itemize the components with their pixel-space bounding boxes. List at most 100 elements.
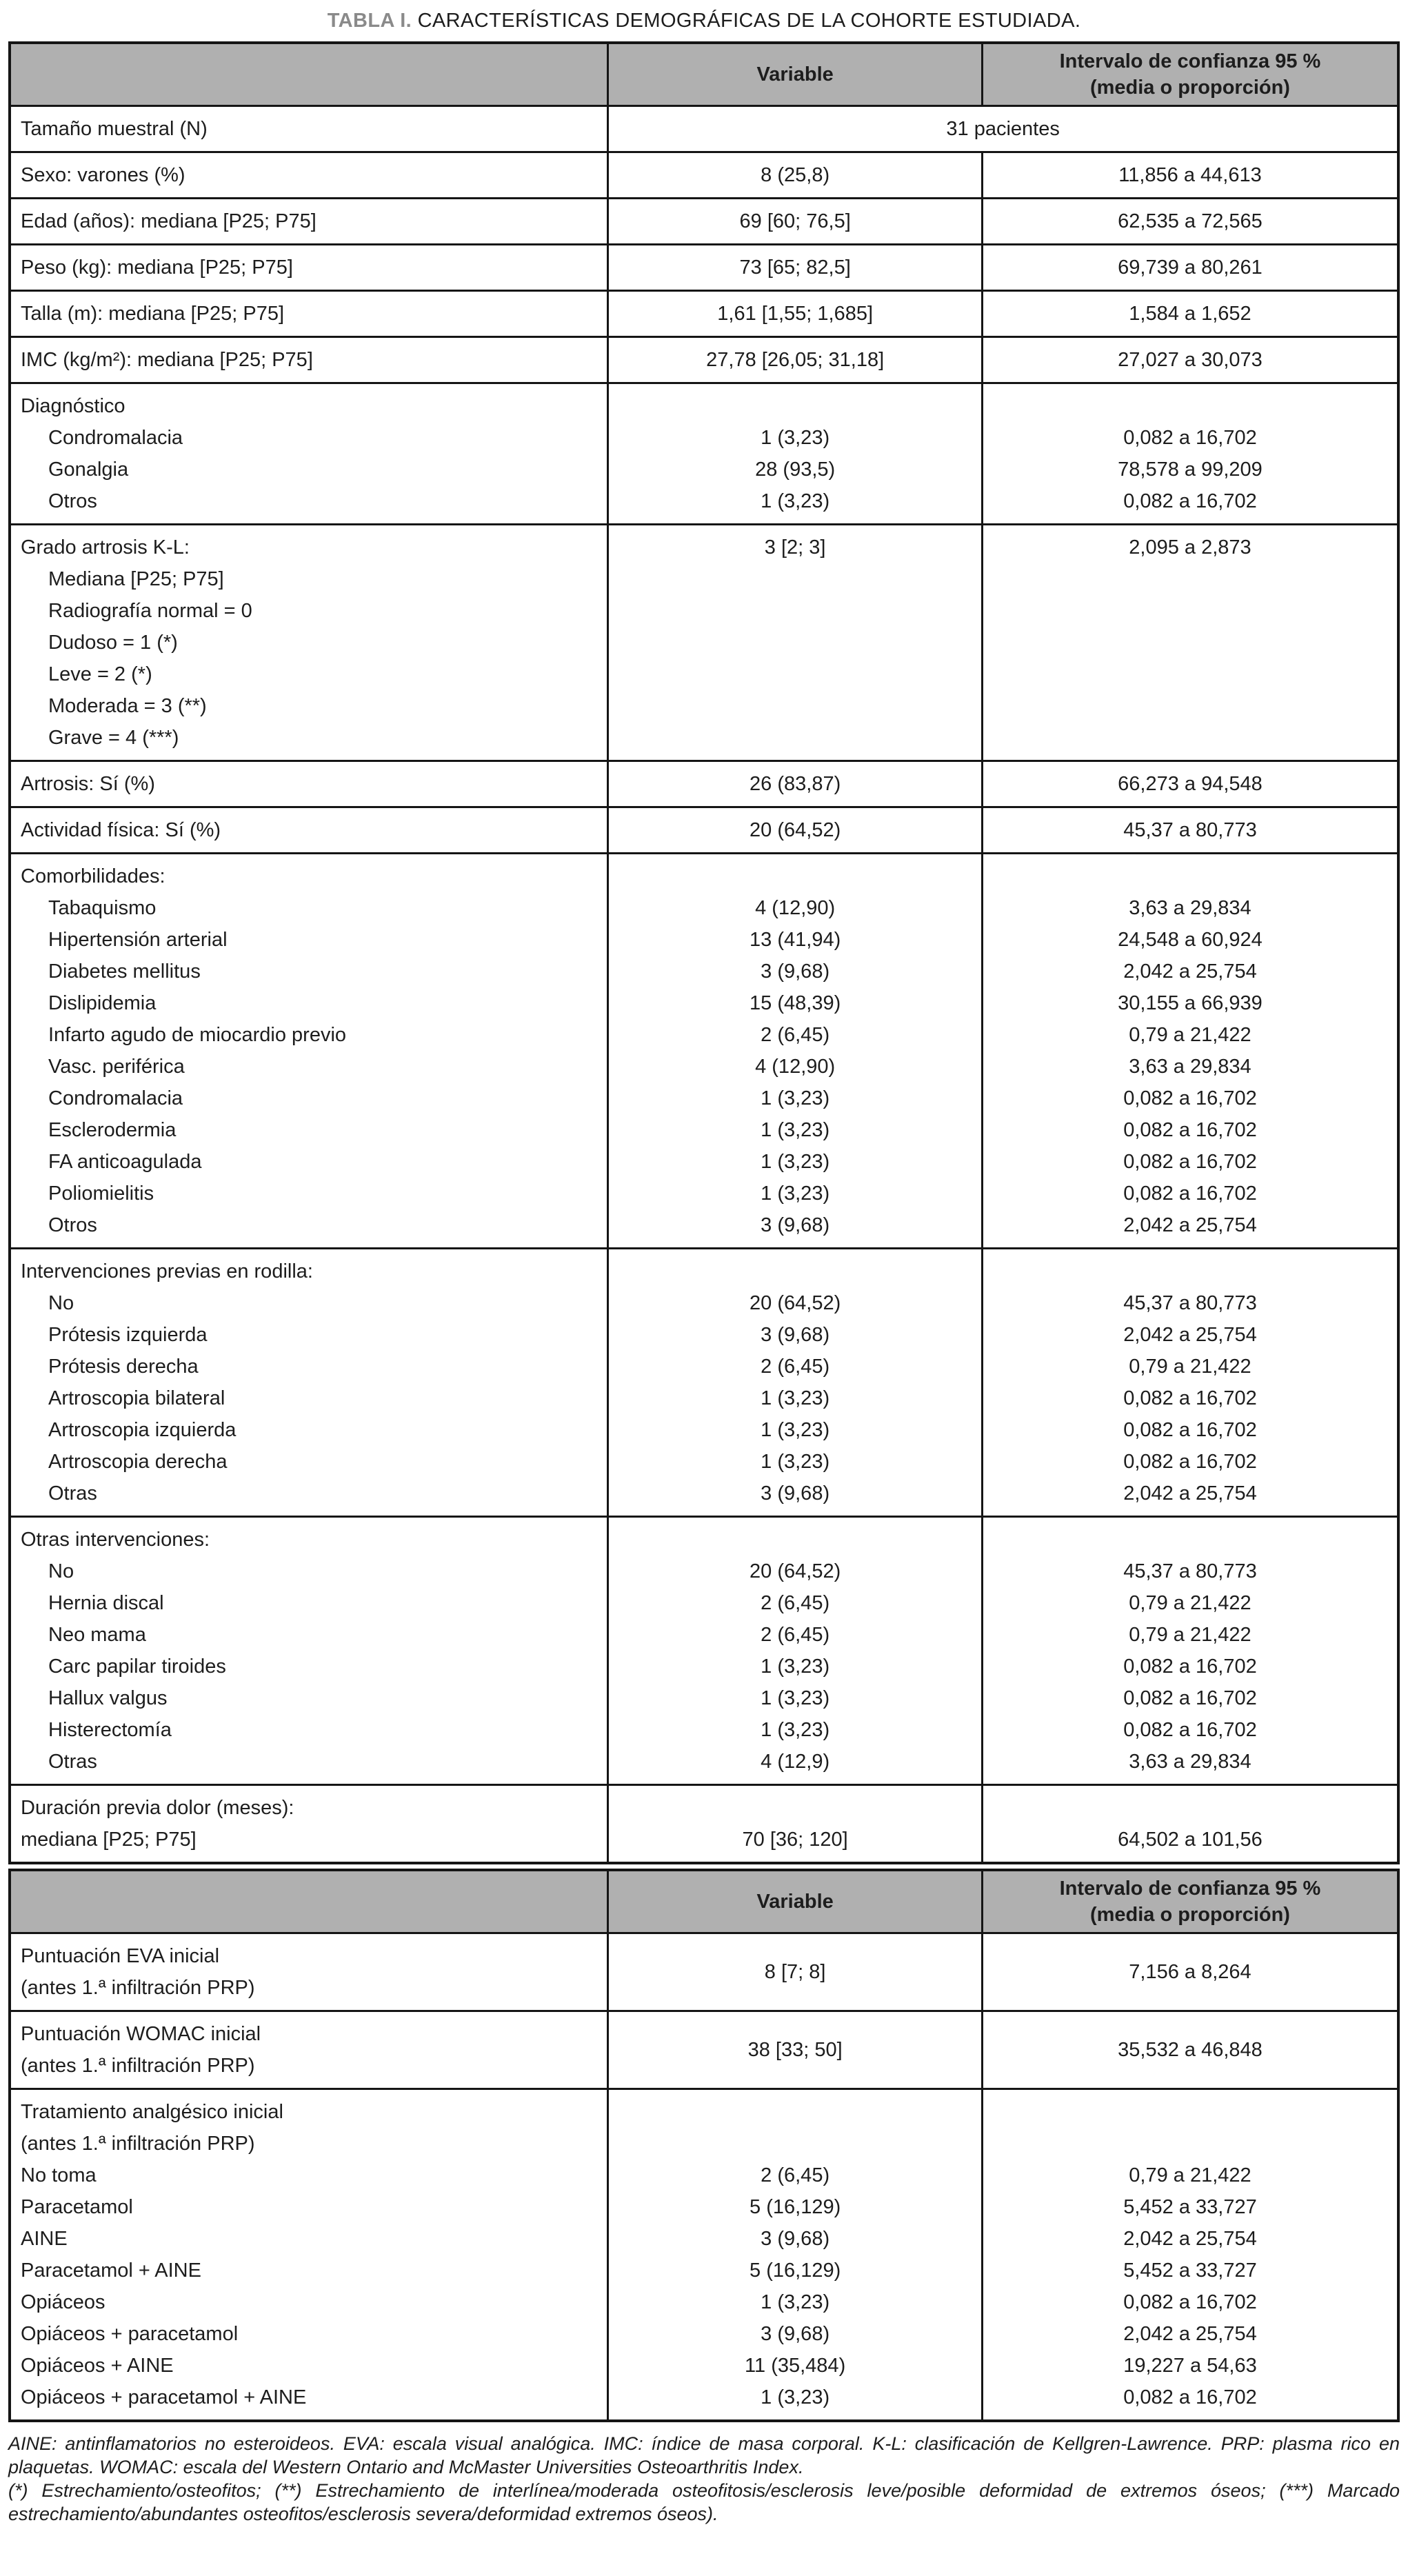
ci-cell: 66,273 a 94,548	[980, 762, 1397, 806]
span-value-cell: 31 pacientes	[607, 107, 1397, 151]
ci-cell: 7,156 a 8,264	[980, 1934, 1397, 2010]
cell-ci: 0,082 a 16,702	[1123, 1687, 1257, 1709]
ci-cell: 27,027 a 30,073	[980, 338, 1397, 382]
cell-ci: 0,082 a 16,702	[1123, 1419, 1257, 1441]
row-label: Paracetamol + AINE	[21, 2260, 201, 2282]
row-label: Radiografía normal = 0	[48, 600, 252, 622]
cell-ci: 2,042 a 25,754	[1123, 1214, 1257, 1236]
value-cell: 8 (25,8)	[607, 153, 981, 197]
label-cell: Intervenciones previas en rodilla: No Prót…	[11, 1249, 607, 1516]
row-label: No	[48, 1292, 74, 1314]
header-variable: Variable	[607, 44, 981, 105]
cell-value: 13 (41,94)	[750, 929, 841, 951]
label-cell: Sexo: varones (%)	[11, 153, 607, 197]
table-block: Artrosis: Sí (%) 26 (83,87) 66,273 a 94,54…	[11, 760, 1397, 806]
cell-value: 1 (3,23)	[761, 2291, 830, 2313]
cell-ci	[983, 563, 1397, 595]
table-block: Talla (m): mediana [P25; P75] 1,61 [1,55;…	[11, 290, 1397, 336]
cell-value: 1 (3,23)	[761, 1183, 830, 1205]
cell-value: 2 (6,45)	[761, 2164, 830, 2186]
cell-value: 1 (3,23)	[761, 2386, 830, 2408]
row-label: Hernia discal	[48, 1592, 164, 1614]
ci-cell: 62,535 a 72,565	[980, 199, 1397, 243]
cell-value: 1 (3,23)	[761, 1387, 830, 1409]
cell-ci: 0,082 a 16,702	[1123, 1087, 1257, 1109]
row-label: Artrosis: Sí (%)	[21, 773, 155, 795]
cell-ci: 0,082 a 16,702	[1123, 2291, 1257, 2313]
row-label: Otras	[48, 1751, 97, 1773]
table-block: Actividad física: Sí (%) 20 (64,52) 45,37 …	[11, 806, 1397, 852]
cell-ci: 3,63 a 29,834	[1129, 1751, 1251, 1773]
cell-ci	[983, 690, 1397, 722]
row-label: Opiáceos + AINE	[21, 2355, 174, 2377]
row-label: Esclerodermia	[48, 1119, 177, 1141]
ci-cell: 0,082 a 16,702 78,578 a 99,209 0,082 a 16,…	[980, 384, 1397, 523]
cell-ci: 62,535 a 72,565	[1118, 210, 1263, 232]
table-block: Duración previa dolor (meses): mediana [P…	[11, 1784, 1397, 1862]
cell-ci: 0,79 a 21,422	[1129, 1024, 1251, 1046]
cell-ci: 0,082 a 16,702	[1123, 490, 1257, 512]
cell-ci: 0,79 a 21,422	[1129, 1592, 1251, 1614]
table-title-label: TABLA I.	[327, 10, 412, 32]
value-cell: 20 (64,52)	[607, 808, 981, 852]
row-label: Histerectomía	[48, 1719, 172, 1741]
table-block: Comorbilidades: Tabaquismo Hipertensión ar…	[11, 852, 1397, 1247]
value-cell: 20 (64,52) 3 (9,68) 2 (6,45) 1 (3,23) 1 (3,2…	[607, 1249, 981, 1516]
header-empty-cell	[11, 1871, 607, 1932]
label-cell: Artrosis: Sí (%)	[11, 762, 607, 806]
ci-cell: 69,739 a 80,261	[980, 245, 1397, 290]
row-label: Opiáceos + paracetamol	[21, 2323, 239, 2345]
label-cell: Puntuación EVA inicial (antes 1.ª infiltr…	[11, 1934, 607, 2010]
cell-value: 4 (12,9)	[761, 1751, 830, 1773]
cell-ci: 0,082 a 16,702	[1123, 1719, 1257, 1741]
table-block: Puntuación EVA inicial (antes 1.ª infiltr…	[11, 1932, 1397, 2010]
value-cell: 1,61 [1,55; 1,685]	[607, 292, 981, 336]
row-label: Puntuación WOMAC inicial	[21, 2023, 261, 2045]
baseline-scores-table-header: Variable Intervalo de confianza 95 % (me…	[11, 1871, 1397, 1932]
row-label: Duración previa dolor (meses):	[21, 1797, 294, 1819]
header-ci-line1: Intervalo de confianza 95 %	[1059, 50, 1321, 72]
cell-value	[609, 861, 981, 892]
cell-ci: 5,452 a 33,727	[1123, 2196, 1257, 2218]
cell-ci	[983, 722, 1397, 754]
cell-value: 1 (3,23)	[761, 1151, 830, 1173]
row-label: Vasc. periférica	[48, 1056, 185, 1078]
cell-value: 3 (9,68)	[761, 960, 830, 983]
cell-ci: 27,027 a 30,073	[1118, 349, 1263, 371]
cell-ci: 3,63 a 29,834	[1129, 1056, 1251, 1078]
ci-cell: 2,095 a 2,873	[980, 525, 1397, 760]
cell-value: 26 (83,87)	[750, 773, 841, 795]
cell-value: 20 (64,52)	[750, 1292, 841, 1314]
header-ci-line2: (media o proporción)	[1089, 1904, 1290, 1926]
cell-value: 20 (64,52)	[750, 1560, 841, 1582]
cell-ci: 2,042 a 25,754	[1123, 1324, 1257, 1346]
cell-ci	[983, 627, 1397, 658]
cell-ci: 66,273 a 94,548	[1118, 773, 1263, 795]
cell-ci: 0,79 a 21,422	[1129, 2164, 1251, 2186]
ci-cell: 45,37 a 80,773 2,042 a 25,754 0,79 a 21,42…	[980, 1249, 1397, 1516]
cell-value: 2 (6,45)	[761, 1592, 830, 1614]
footnote-symbols: (*) Estrechamiento/osteofitos; (**) Estr…	[8, 2480, 1400, 2524]
cell-value	[609, 1792, 981, 1824]
cell-ci: 45,37 a 80,773	[1123, 819, 1257, 841]
row-label: IMC (kg/m²): mediana [P25; P75]	[21, 349, 313, 371]
cell-value: 11 (35,484)	[745, 2355, 846, 2377]
row-label: Intervenciones previas en rodilla:	[21, 1260, 313, 1282]
row-label: mediana [P25; P75]	[21, 1829, 197, 1851]
label-cell: Talla (m): mediana [P25; P75]	[11, 292, 607, 336]
row-label: Otras intervenciones:	[21, 1529, 210, 1551]
row-label: Tamaño muestral (N)	[21, 118, 208, 140]
demographics-table-header: Variable Intervalo de confianza 95 % (me…	[11, 44, 1397, 105]
cell-ci	[983, 1524, 1397, 1556]
table-title: TABLA I. CARACTERÍSTICAS DEMOGRÁFICAS DE…	[8, 7, 1400, 34]
cell-value: 1 (3,23)	[761, 1656, 830, 1678]
row-label: Opiáceos	[21, 2291, 105, 2313]
cell-ci: 0,082 a 16,702	[1123, 1656, 1257, 1678]
header-confidence-interval: Intervalo de confianza 95 % (media o pro…	[980, 44, 1397, 105]
row-label: Artroscopia izquierda	[48, 1419, 237, 1441]
ci-cell: 64,502 a 101,56	[980, 1786, 1397, 1862]
row-label: Sexo: varones (%)	[21, 164, 185, 186]
label-cell: Tratamiento analgésico inicial (antes 1.ª…	[11, 2090, 607, 2419]
cell-ci: 1,584 a 1,652	[1129, 303, 1251, 325]
